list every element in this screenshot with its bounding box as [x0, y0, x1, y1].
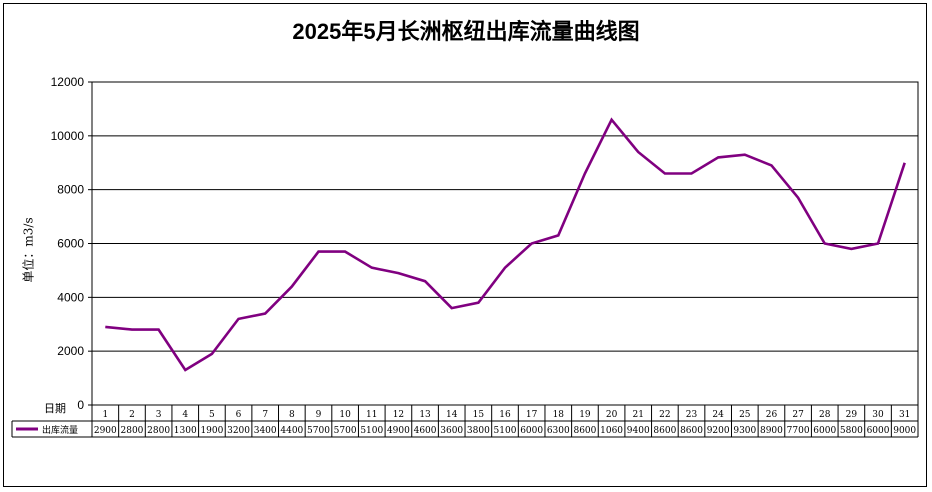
x-tick-label: 7 — [262, 410, 268, 420]
table-value: 1300 — [174, 426, 197, 436]
y-tick-label: 0 — [77, 398, 84, 412]
table-value: 9300 — [733, 426, 756, 436]
table-value: 1060 — [600, 426, 623, 436]
table-value: 8600 — [653, 426, 676, 436]
series-lines — [105, 117, 906, 372]
table-value: 1900 — [200, 426, 223, 436]
x-tick-label: 24 — [712, 410, 724, 420]
x-tick-label: 27 — [792, 410, 804, 420]
x-tick-label: 31 — [899, 410, 910, 420]
legend-label: 出库流量 — [42, 424, 78, 436]
y-axis-ticks: 0 2000 4000 6000 8000 10000 12000 — [51, 75, 85, 412]
table-value: 7700 — [787, 426, 810, 436]
table-value: 8600 — [680, 426, 703, 436]
table-value: 5800 — [840, 426, 863, 436]
table-value: 3400 — [254, 426, 277, 436]
table-value: 5100 — [360, 426, 383, 436]
x-tick-label: 6 — [236, 410, 242, 420]
gridlines — [88, 81, 919, 406]
x-tick-label: 17 — [526, 410, 538, 420]
x-tick-label: 28 — [819, 410, 831, 420]
table-value: 5700 — [334, 426, 357, 436]
x-tick-label: 5 — [209, 410, 215, 420]
x-tick-label: 18 — [553, 410, 565, 420]
table-value: 6000 — [813, 426, 836, 436]
x-tick-label: 14 — [446, 410, 458, 420]
x-tick-label: 20 — [606, 410, 618, 420]
y-tick-label: 12000 — [51, 75, 85, 89]
y-tick-label: 4000 — [57, 290, 84, 304]
x-tick-label: 26 — [766, 410, 778, 420]
x-tick-label: 1 — [102, 410, 108, 420]
table-value: 6300 — [547, 426, 570, 436]
x-tick-label: 25 — [739, 410, 751, 420]
x-tick-label: 15 — [473, 410, 485, 420]
table-value: 9000 — [893, 426, 916, 436]
table-value: 9200 — [707, 426, 730, 436]
x-tick-label: 19 — [579, 410, 591, 420]
x-tick-label: 29 — [846, 410, 858, 420]
table-value: 2900 — [94, 426, 117, 436]
chart-title: 2025年5月长洲枢纽出库流量曲线图 — [292, 19, 640, 44]
table-value: 5100 — [494, 426, 517, 436]
table-value: 4600 — [414, 426, 437, 436]
table-value: 5700 — [307, 426, 330, 436]
x-tick-label: 30 — [872, 410, 884, 420]
table-value: 8600 — [573, 426, 596, 436]
table-value: 6000 — [520, 426, 543, 436]
table-value: 9400 — [627, 426, 650, 436]
x-tick-label: 10 — [339, 410, 351, 420]
x-tick-label: 12 — [393, 410, 404, 420]
x-tick-label: 22 — [659, 410, 670, 420]
x-tick-label: 8 — [289, 410, 295, 420]
x-tick-label: 2 — [129, 410, 135, 420]
x-tick-label: 3 — [156, 410, 162, 420]
table-value: 3600 — [440, 426, 463, 436]
x-tick-label: 11 — [366, 410, 377, 420]
x-tick-label: 23 — [686, 410, 698, 420]
x-tick-label: 4 — [182, 410, 188, 420]
y-tick-label: 8000 — [57, 183, 84, 197]
x-axis-label: 日期 — [44, 402, 66, 415]
x-tick-label: 21 — [632, 410, 643, 420]
table-value: 4900 — [387, 426, 410, 436]
x-tick-label: 13 — [419, 410, 431, 420]
data-table: 1 2 3 4 5 6 7 8 9 10 11 12 13 14 15 16 17 18 19 20 21 22 23 24 2… — [11, 405, 919, 438]
table-value: 3800 — [467, 426, 490, 436]
table-value: 2800 — [147, 426, 170, 436]
y-tick-label: 10000 — [51, 129, 85, 143]
table-value: 8900 — [760, 426, 783, 436]
table-value: 4400 — [280, 426, 303, 436]
y-tick-label: 2000 — [57, 344, 84, 358]
y-tick-label: 6000 — [57, 237, 84, 251]
x-tick-label: 9 — [316, 410, 322, 420]
table-value: 3200 — [227, 426, 250, 436]
table-value: 2800 — [121, 426, 144, 436]
x-tick-label: 16 — [499, 410, 511, 420]
table-value: 6000 — [867, 426, 890, 436]
